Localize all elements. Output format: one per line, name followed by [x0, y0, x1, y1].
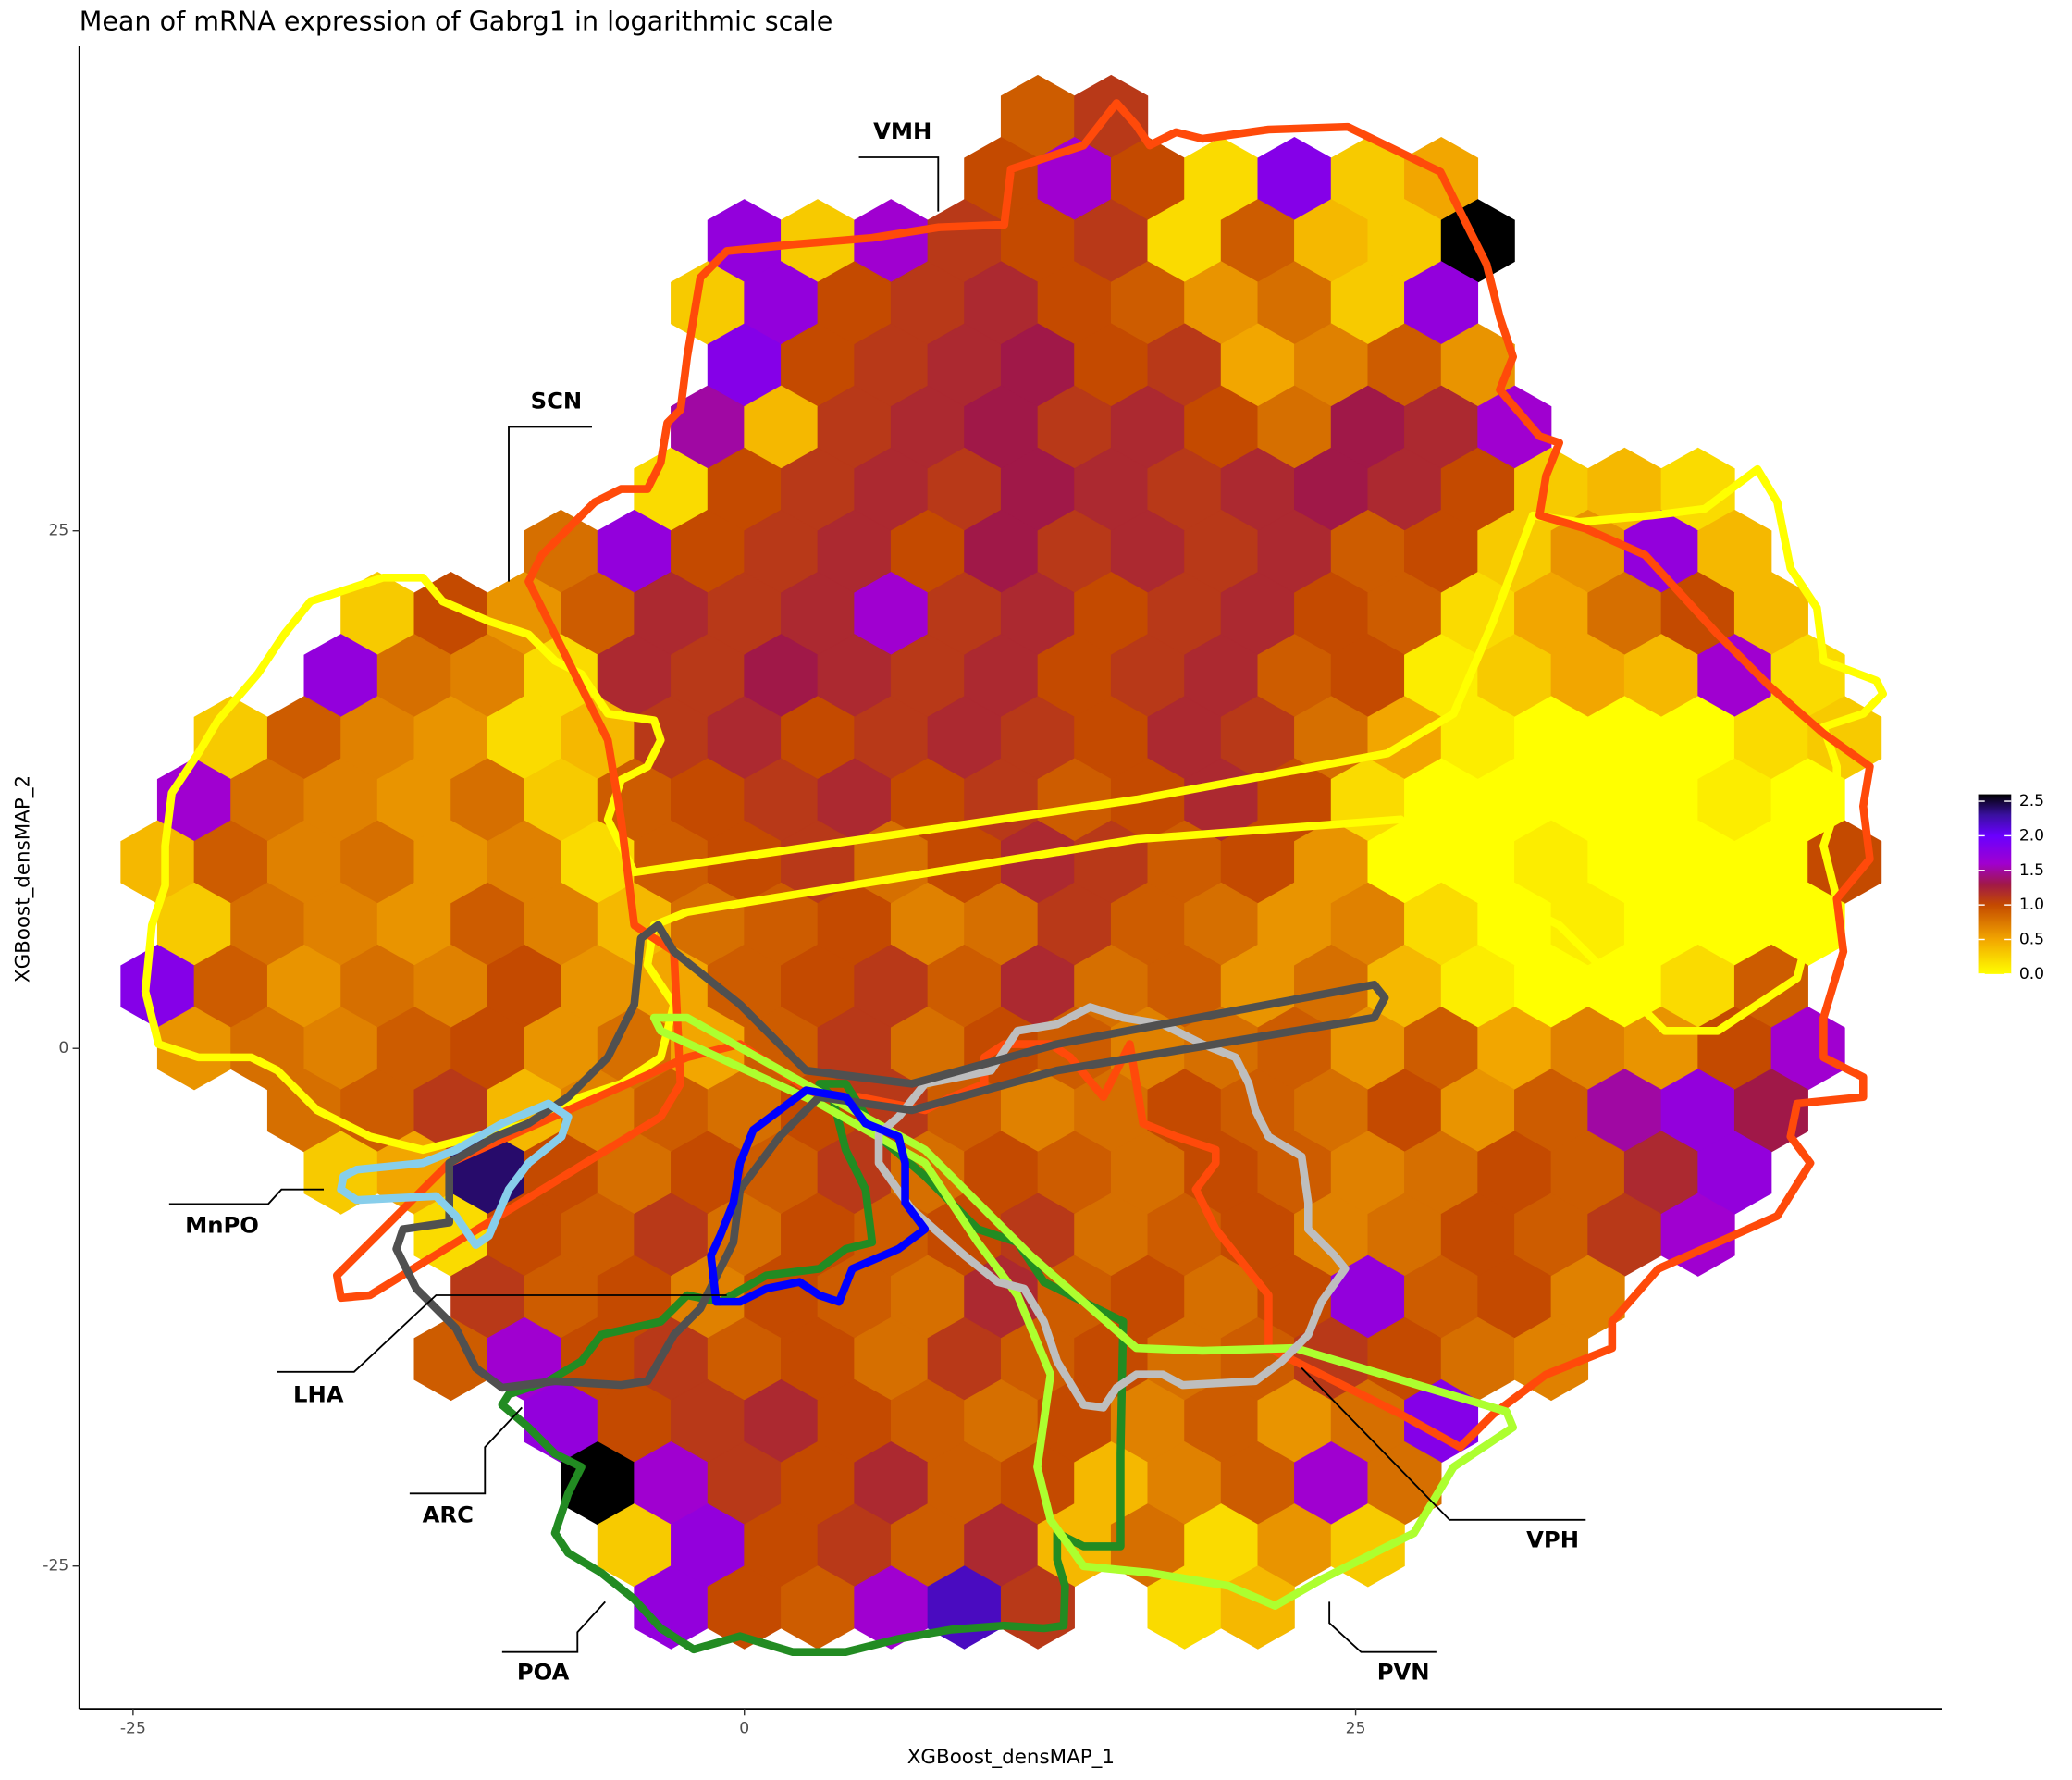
annotations: VMH SCN MnPO LHA ARC POA PVN VPH	[168, 117, 1586, 1686]
region-label: SCN	[531, 387, 583, 414]
colorbar	[1978, 794, 2012, 974]
leader-line	[168, 1188, 324, 1205]
colorbar-tick-label: 1.0	[2019, 896, 2044, 914]
pvn-outline	[649, 1013, 1517, 1610]
mnpo-outline	[337, 1099, 573, 1249]
leader-line	[1328, 1601, 1437, 1653]
region-label: VMH	[873, 117, 931, 144]
lha-outline	[392, 921, 1389, 1392]
poa-outline	[498, 1080, 1128, 1656]
x-tick-label: 25	[1346, 1720, 1366, 1738]
region-label: PVN	[1377, 1659, 1430, 1686]
leader-line	[858, 156, 940, 212]
vmh-outline	[333, 99, 1874, 1452]
region-label: MnPO	[185, 1212, 259, 1239]
leader-line	[501, 1601, 606, 1653]
leader-line	[1301, 1366, 1586, 1521]
vph-outline	[874, 1003, 1350, 1412]
leader-line	[278, 1294, 727, 1373]
colorbar-tick-label: 0.0	[2019, 965, 2044, 983]
colorbar-tick-label: 0.5	[2019, 930, 2044, 948]
y-tick-label: 25	[48, 522, 68, 540]
hex-layer	[120, 74, 1882, 1650]
x-tick-label: -25	[120, 1720, 146, 1738]
colorbar-tick-label: 2.0	[2019, 826, 2044, 845]
leader-line	[508, 426, 592, 582]
x-axis-title: XGBoost_densMAP_1	[907, 1746, 1115, 1769]
chart-title: Mean of mRNA expression of Gabrg1 in log…	[80, 5, 833, 36]
region-label: VPH	[1526, 1527, 1579, 1553]
y-tick-label: -25	[43, 1557, 68, 1576]
region-label: POA	[517, 1659, 570, 1686]
scn-outline	[141, 464, 1887, 1155]
region-label: ARC	[423, 1502, 474, 1528]
y-tick-label: 0	[58, 1039, 68, 1057]
arc-outline	[707, 1086, 930, 1306]
region-label: LHA	[293, 1381, 344, 1408]
colorbar-tick-label: 2.5	[2019, 792, 2044, 810]
colorbar-tick-label: 1.5	[2019, 861, 2044, 880]
leader-line	[409, 1406, 523, 1495]
y-axis-title: XGBoost_densMAP_2	[12, 775, 35, 983]
region-outlines	[141, 99, 1887, 1656]
x-tick-label: 0	[739, 1720, 749, 1738]
